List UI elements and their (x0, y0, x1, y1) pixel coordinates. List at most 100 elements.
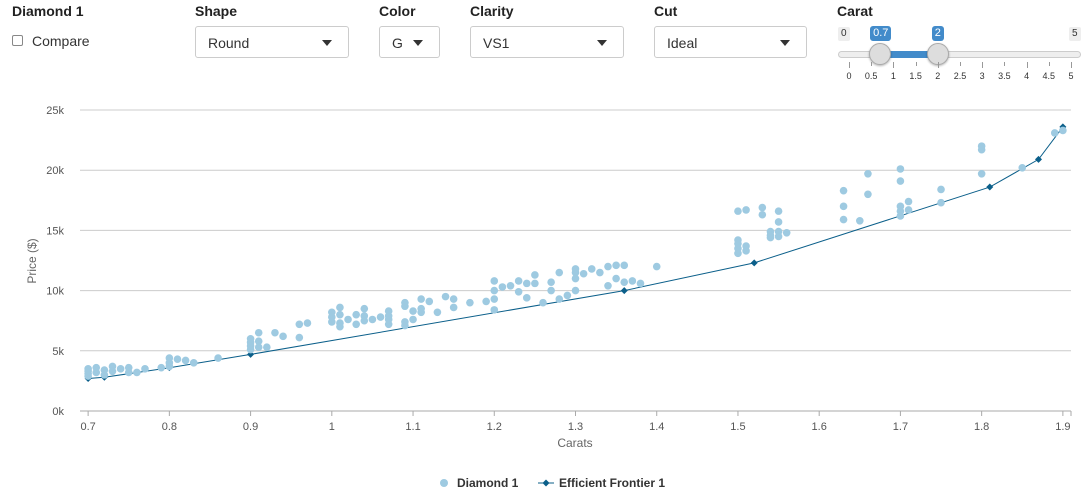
diamond-point[interactable] (514, 277, 523, 285)
diamond-point[interactable] (636, 279, 645, 288)
diamond-point[interactable] (409, 307, 417, 315)
diamond-point[interactable] (896, 177, 905, 185)
diamond-point[interactable] (531, 271, 539, 279)
diamond-point[interactable] (539, 298, 547, 307)
diamond-point[interactable] (165, 362, 174, 371)
diamond-point[interactable] (336, 310, 344, 319)
diamond-point[interactable] (344, 315, 352, 324)
diamond-point[interactable] (336, 322, 344, 331)
diamond-point[interactable] (352, 310, 360, 319)
diamond-point[interactable] (571, 286, 580, 295)
diamond-point[interactable] (425, 297, 434, 306)
diamond-point[interactable] (173, 355, 182, 364)
diamond-point[interactable] (92, 368, 101, 377)
diamond-point[interactable] (742, 247, 750, 255)
diamond-point[interactable] (620, 278, 629, 286)
diamond-point[interactable] (401, 302, 409, 311)
cut-select[interactable]: Ideal (654, 26, 807, 58)
diamond-point[interactable] (157, 363, 166, 372)
diamond-point[interactable] (839, 202, 848, 211)
diamond-point[interactable] (254, 343, 263, 351)
diamond-point[interactable] (774, 218, 783, 226)
frontier-point[interactable] (1035, 155, 1043, 163)
diamond-point[interactable] (506, 281, 515, 290)
diamond-point[interactable] (254, 328, 263, 337)
diamond-point[interactable] (214, 354, 222, 362)
diamond-point[interactable] (254, 337, 263, 345)
diamond-point[interactable] (782, 229, 791, 237)
diamond-point[interactable] (384, 320, 393, 329)
diamond-point[interactable] (490, 306, 499, 314)
diamond-point[interactable] (263, 343, 271, 351)
frontier-point[interactable] (986, 183, 994, 191)
diamond-point[interactable] (303, 319, 312, 327)
frontier-point[interactable] (750, 259, 758, 267)
diamond-point[interactable] (514, 288, 523, 296)
diamond-point[interactable] (181, 356, 190, 365)
shape-select[interactable]: Round (195, 26, 349, 58)
diamond-point[interactable] (360, 304, 369, 313)
diamond-point[interactable] (612, 274, 620, 283)
diamond-point[interactable] (977, 145, 986, 154)
diamond-point[interactable] (628, 277, 637, 285)
diamond-point[interactable] (612, 261, 620, 270)
diamond-point[interactable] (856, 216, 864, 225)
diamond-point[interactable] (522, 294, 531, 302)
diamond-point[interactable] (1018, 163, 1027, 172)
diamond-point[interactable] (563, 291, 572, 300)
diamond-point[interactable] (904, 197, 913, 206)
diamond-point[interactable] (587, 265, 596, 273)
diamond-point[interactable] (652, 262, 661, 271)
diamond-point[interactable] (336, 303, 344, 312)
diamond-point[interactable] (531, 279, 539, 288)
diamond-point[interactable] (1050, 129, 1059, 137)
diamond-point[interactable] (839, 186, 848, 195)
diamond-point[interactable] (482, 297, 490, 306)
diamond-point[interactable] (279, 332, 287, 341)
diamond-point[interactable] (141, 365, 149, 373)
diamond-point[interactable] (604, 281, 612, 290)
diamond-point[interactable] (896, 212, 905, 220)
diamond-point[interactable] (417, 308, 425, 317)
diamond-point[interactable] (271, 328, 279, 337)
diamond-point[interactable] (490, 277, 499, 285)
legend-item-diamond[interactable]: Diamond 1 (440, 476, 519, 490)
diamond-point[interactable] (1059, 126, 1067, 135)
diamond-point[interactable] (571, 274, 580, 283)
clarity-select[interactable]: VS1 (470, 26, 624, 58)
frontier-point[interactable] (620, 287, 628, 295)
diamond-point[interactable] (352, 320, 360, 329)
diamond-point[interactable] (904, 206, 913, 214)
diamond-point[interactable] (295, 333, 304, 342)
diamond-point[interactable] (498, 283, 507, 291)
diamond-point[interactable] (774, 232, 783, 241)
diamond-point[interactable] (490, 286, 499, 295)
diamond-point[interactable] (376, 313, 385, 321)
diamond-point[interactable] (417, 295, 425, 303)
diamond-point[interactable] (977, 170, 986, 178)
diamond-point[interactable] (839, 215, 848, 224)
diamond-point[interactable] (758, 203, 767, 212)
diamond-point[interactable] (328, 318, 336, 326)
diamond-point[interactable] (774, 207, 783, 215)
diamond-point[interactable] (758, 210, 767, 219)
diamond-point[interactable] (734, 207, 742, 215)
diamond-point[interactable] (522, 279, 531, 288)
diamond-point[interactable] (555, 268, 564, 277)
diamond-point[interactable] (620, 261, 629, 270)
diamond-point[interactable] (360, 316, 369, 325)
legend-item-frontier[interactable]: Efficient Frontier 1 (538, 476, 665, 490)
diamond-point[interactable] (449, 295, 458, 303)
diamond-point[interactable] (547, 278, 555, 286)
diamond-point[interactable] (108, 367, 117, 376)
diamond-point[interactable] (864, 170, 872, 178)
diamond-point[interactable] (604, 262, 612, 271)
diamond-point[interactable] (124, 368, 133, 377)
diamond-point[interactable] (368, 315, 377, 324)
diamond-point[interactable] (864, 190, 872, 199)
diamond-point[interactable] (401, 321, 409, 330)
diamond-point[interactable] (133, 368, 141, 377)
diamond-point[interactable] (579, 269, 588, 278)
diamond-point[interactable] (449, 303, 458, 312)
diamond-point[interactable] (409, 315, 417, 324)
